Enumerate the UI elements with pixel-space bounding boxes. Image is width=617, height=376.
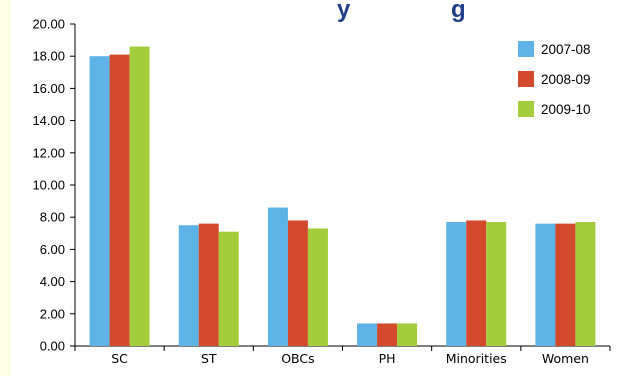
bar-2007-08-OBCs	[267, 207, 288, 346]
chart-title-fragment: g	[451, 0, 466, 23]
x-category-label: SC	[111, 351, 128, 366]
bar-2009-10-ST	[218, 231, 239, 346]
y-tick-label: 10.00	[32, 178, 65, 193]
legend-label: 2007-08	[541, 42, 591, 57]
bar-2007-08-SC	[89, 56, 110, 346]
legend-swatch	[518, 101, 534, 117]
y-tick-label: 2.00	[40, 306, 65, 321]
x-category-label: Minorities	[446, 351, 507, 366]
chart-title-fragment: y	[337, 0, 351, 23]
bar-2007-08-PH	[357, 323, 378, 346]
bar-2009-10-Women	[575, 222, 596, 346]
bar-2009-10-SC	[129, 46, 150, 346]
bar-2008-09-PH	[377, 323, 398, 346]
legend-label: 2008-09	[541, 72, 591, 87]
legend-label: 2009-10	[541, 102, 591, 117]
bar-2008-09-SC	[109, 54, 130, 347]
bar-2009-10-OBCs	[307, 228, 328, 346]
bar-2008-09-Minorities	[466, 220, 487, 346]
bar-2007-08-Minorities	[446, 222, 467, 346]
y-tick-label: 8.00	[40, 210, 65, 225]
bar-2009-10-PH	[397, 323, 418, 346]
y-tick-label: 6.00	[40, 242, 65, 257]
y-tick-label: 18.00	[32, 49, 65, 64]
axis-layer: 0.00 2.00 4.00 6.00 8.00 10.00 12.00 14.00 16.00…	[32, 17, 611, 366]
x-category-label: Women	[542, 351, 589, 366]
legend-swatch	[518, 41, 534, 57]
bar-layer	[89, 46, 596, 347]
y-tick-label: 12.00	[32, 145, 65, 160]
x-category-label: ST	[201, 351, 217, 366]
bar-2008-09-ST	[198, 223, 219, 346]
y-tick-label: 16.00	[32, 81, 65, 96]
left-edge-stripe	[0, 0, 11, 376]
bar-2009-10-Minorities	[486, 222, 507, 346]
x-category-label: OBCs	[281, 351, 314, 366]
x-category-label: PH	[379, 351, 396, 366]
bar-2007-08-Women	[535, 223, 556, 346]
y-tick-label: 20.00	[32, 17, 65, 32]
legend: 2007-08 2008-09 2009-10	[518, 41, 591, 117]
bar-2008-09-OBCs	[287, 220, 308, 346]
y-tick-label: 0.00	[40, 339, 65, 354]
bar-2008-09-Women	[555, 223, 576, 346]
legend-swatch	[518, 71, 534, 87]
y-tick-label: 4.00	[40, 274, 65, 289]
y-tick-label: 14.00	[32, 113, 65, 128]
bar-2007-08-ST	[178, 225, 199, 346]
